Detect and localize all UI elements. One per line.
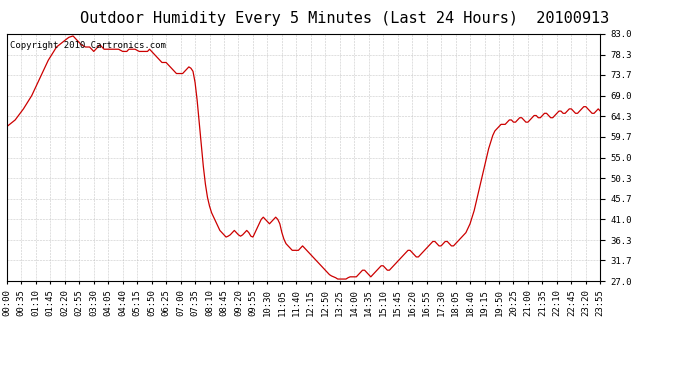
Text: Outdoor Humidity Every 5 Minutes (Last 24 Hours)  20100913: Outdoor Humidity Every 5 Minutes (Last 2… — [80, 11, 610, 26]
Text: Copyright 2010 Cartronics.com: Copyright 2010 Cartronics.com — [10, 41, 166, 50]
